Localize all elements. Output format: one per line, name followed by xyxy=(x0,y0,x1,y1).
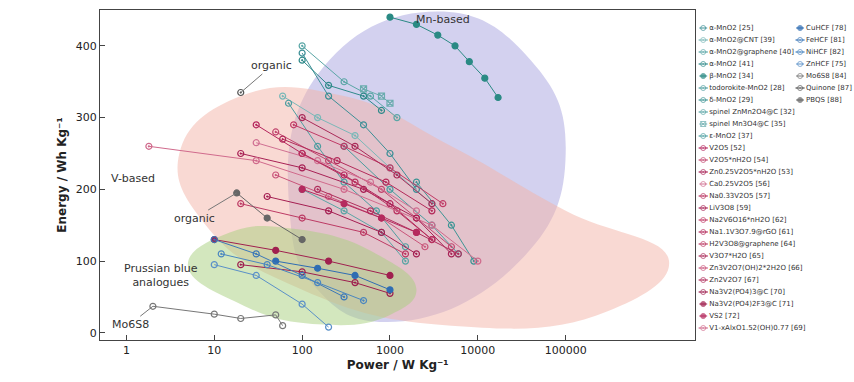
svg-text:Power / W Kg⁻¹: Power / W Kg⁻¹ xyxy=(347,358,449,372)
svg-text:Na0.33V2O5 [57]: Na0.33V2O5 [57] xyxy=(709,192,770,200)
svg-text:spinel ZnMn2O4@C [32]: spinel ZnMn2O4@C [32] xyxy=(709,108,795,116)
svg-text:Mn-based: Mn-based xyxy=(416,13,470,26)
svg-text:Zn3V2O7(OH)2*2H2O [66]: Zn3V2O7(OH)2*2H2O [66] xyxy=(709,264,803,272)
svg-text:1000: 1000 xyxy=(376,344,404,357)
svg-text:Na3V2(PO4)2F3@C [71]: Na3V2(PO4)2F3@C [71] xyxy=(709,300,794,308)
svg-text:CuHCF [78]: CuHCF [78] xyxy=(806,24,846,32)
svg-text:V3O7*H2O [65]: V3O7*H2O [65] xyxy=(709,252,764,260)
svg-text:todorokite-MnO2 [28]: todorokite-MnO2 [28] xyxy=(709,84,785,92)
svg-text:100000: 100000 xyxy=(545,344,587,357)
svg-text:1: 1 xyxy=(123,344,130,357)
svg-text:spinel Mn3O4@C [35]: spinel Mn3O4@C [35] xyxy=(709,120,786,128)
svg-text:Mo6S8 [84]: Mo6S8 [84] xyxy=(806,72,847,80)
svg-text:α-MnO2 [41]: α-MnO2 [41] xyxy=(709,60,753,68)
svg-text:Energy / Wh Kg⁻¹: Energy / Wh Kg⁻¹ xyxy=(55,117,69,232)
svg-text:organic: organic xyxy=(174,212,215,225)
svg-text:300: 300 xyxy=(76,111,97,124)
svg-text:200: 200 xyxy=(76,183,97,196)
svg-text:ε-MnO2 [37]: ε-MnO2 [37] xyxy=(709,132,753,140)
svg-text:Quinone [87]: Quinone [87] xyxy=(806,84,852,92)
svg-text:α-MnO2@graphene [40]: α-MnO2@graphene [40] xyxy=(709,48,794,56)
svg-text:organic: organic xyxy=(251,59,292,72)
svg-text:V2O5*nH2O [54]: V2O5*nH2O [54] xyxy=(709,156,768,164)
svg-text:ZnHCF [75]: ZnHCF [75] xyxy=(806,60,846,68)
svg-text:Zn2V2O7 [67]: Zn2V2O7 [67] xyxy=(709,276,759,284)
svg-text:LiV3O8 [59]: LiV3O8 [59] xyxy=(709,204,751,212)
svg-text:α-MnO2 [25]: α-MnO2 [25] xyxy=(709,24,753,32)
svg-text:Na1.1V3O7.9@rGO [61]: Na1.1V3O7.9@rGO [61] xyxy=(709,228,793,236)
svg-text:α-MnO2@CNT [39]: α-MnO2@CNT [39] xyxy=(709,36,775,44)
svg-text:H2V3O8@graphene [64]: H2V3O8@graphene [64] xyxy=(709,240,795,248)
svg-text:Zn0.25V2O5*nH2O [53]: Zn0.25V2O5*nH2O [53] xyxy=(709,168,793,176)
svg-text:δ-MnO2 [29]: δ-MnO2 [29] xyxy=(709,96,753,104)
svg-text:100: 100 xyxy=(76,255,97,268)
svg-text:β-MnO2 [34]: β-MnO2 [34] xyxy=(709,72,753,80)
svg-text:0: 0 xyxy=(90,327,97,340)
svg-text:Prussian blueanalogues: Prussian blueanalogues xyxy=(124,262,198,289)
svg-text:Mo6S8: Mo6S8 xyxy=(112,318,149,331)
svg-text:V2O5 [52]: V2O5 [52] xyxy=(709,144,745,152)
svg-text:100: 100 xyxy=(292,344,313,357)
svg-text:VS2 [72]: VS2 [72] xyxy=(709,312,740,320)
svg-text:V-based: V-based xyxy=(111,172,155,185)
svg-text:Na3V2(PO4)3@C [70]: Na3V2(PO4)3@C [70] xyxy=(709,288,785,296)
svg-text:PBQS [88]: PBQS [88] xyxy=(806,96,842,104)
svg-text:10000: 10000 xyxy=(460,344,495,357)
svg-text:10: 10 xyxy=(207,344,221,357)
svg-text:Ca0.25V2O5 [56]: Ca0.25V2O5 [56] xyxy=(709,180,770,188)
svg-text:400: 400 xyxy=(76,40,97,53)
svg-text:FeHCF [81]: FeHCF [81] xyxy=(806,36,845,44)
svg-text:Na2V6O16*nH2O [62]: Na2V6O16*nH2O [62] xyxy=(709,216,787,224)
svg-text:V1-xAlxO1.52(OH)0.77 [69]: V1-xAlxO1.52(OH)0.77 [69] xyxy=(709,324,806,332)
svg-text:NiHCF [82]: NiHCF [82] xyxy=(806,48,844,56)
